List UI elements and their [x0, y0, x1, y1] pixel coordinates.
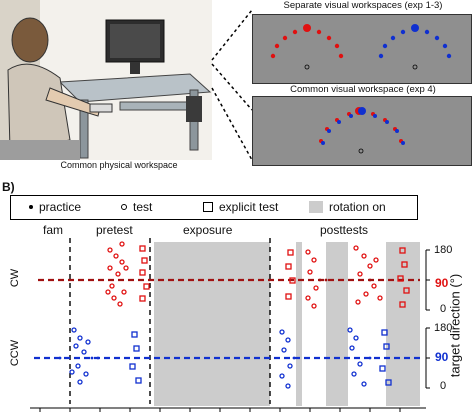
legend-practice: practice	[29, 200, 81, 214]
ccw-practice-dots	[58, 356, 372, 360]
workspace-top-graphic	[270, 24, 452, 70]
practice-marker-icon	[29, 205, 33, 209]
y-axis-title: target direction (°)	[447, 273, 463, 378]
tick-0-cw: 0	[440, 303, 447, 315]
rotation-region-exposure	[154, 242, 270, 406]
test-marker-icon	[121, 204, 127, 210]
phase-pretest: pretest	[96, 223, 133, 237]
bottom-axis	[30, 407, 426, 412]
legend: practice test explicit test rotation on	[10, 195, 418, 220]
legend-test: test	[121, 200, 152, 214]
legend-rotation-on: rotation on	[309, 200, 386, 214]
rotation-swatch-icon	[309, 201, 323, 213]
trial-sequence-plot	[30, 238, 430, 412]
rotation-region-post1	[296, 242, 302, 406]
phase-boundaries	[69, 238, 271, 404]
tick-180-cw: 180	[434, 244, 453, 256]
phase-fam: fam	[43, 223, 64, 237]
legend-explicit-test-label: explicit test	[219, 200, 279, 214]
cw-practice-dots	[318, 278, 372, 282]
workspace-bottom-title: Common visual workspace (exp 4)	[290, 84, 436, 95]
workspace-bottom-graphic	[319, 107, 405, 154]
ccw-explicit-markers	[129, 329, 392, 386]
panel-b-label: B)	[2, 180, 15, 194]
workspace-top-title: Separate visual workspaces (exp 1-3)	[283, 0, 443, 11]
tick-90-cw: 90	[435, 276, 449, 290]
tick-90-ccw: 90	[435, 350, 449, 364]
phase-exposure: exposure	[183, 223, 233, 237]
right-axis	[425, 249, 430, 389]
connector-lines	[211, 9, 253, 161]
legend-test-label: test	[133, 200, 153, 214]
legend-explicit-test: explicit test	[203, 200, 278, 214]
lab-scene-illustration	[0, 0, 212, 160]
cw-explicit-markers	[139, 245, 410, 308]
cw-test-markers	[105, 241, 383, 309]
legend-practice-label: practice	[39, 200, 82, 214]
ccw-test-markers	[69, 327, 367, 389]
phase-posttests: posttests	[320, 223, 369, 237]
legend-rotation-label: rotation on	[329, 200, 386, 214]
lab-photo	[0, 0, 212, 160]
tick-180-ccw: 180	[434, 322, 453, 334]
common-visual-workspace	[252, 96, 472, 166]
rotation-region-post3	[386, 242, 420, 406]
tick-0-ccw: 0	[440, 380, 447, 392]
rotation-region-post2	[326, 242, 348, 406]
ccw-label: CCW	[9, 339, 22, 367]
cw-label: CW	[9, 268, 22, 288]
photo-caption: Common physical workspace	[60, 160, 178, 170]
explicit-test-marker-icon	[203, 202, 213, 212]
separate-visual-workspace	[252, 14, 472, 84]
